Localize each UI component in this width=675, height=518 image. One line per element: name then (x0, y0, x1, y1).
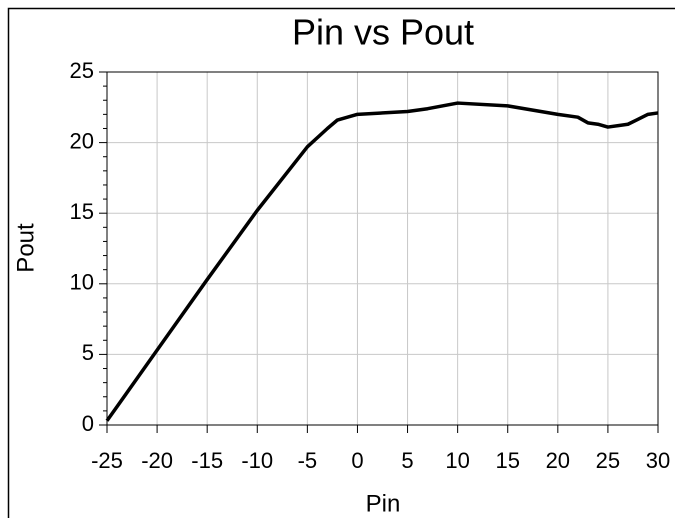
frame (7, 7, 675, 518)
y-tick-label: 15 (70, 199, 94, 224)
x-tick-label: 10 (445, 448, 469, 473)
x-tick-label: -10 (241, 448, 273, 473)
y-tick-label: 0 (82, 411, 94, 436)
y-tick-label: 25 (70, 58, 94, 83)
x-tick-label: 0 (351, 448, 363, 473)
plot-border (106, 71, 659, 426)
x-tick-label: 15 (495, 448, 519, 473)
y-tick-label: 20 (70, 128, 94, 153)
x-axis-label: Pin (366, 490, 401, 517)
x-tick-label: -15 (191, 448, 223, 473)
x-tick-label: -20 (141, 448, 173, 473)
x-tick-label: -25 (91, 448, 123, 473)
y-tick-label: 10 (70, 270, 94, 295)
x-tick-label: -5 (298, 448, 318, 473)
x-tick-label: 25 (596, 448, 620, 473)
y-axis-label: Pout (12, 223, 39, 273)
x-tick-label: 30 (646, 448, 670, 473)
chart-title: Pin vs Pout (292, 12, 474, 53)
x-tick-label: 5 (401, 448, 413, 473)
line (105, 101, 659, 422)
y-tick-label: 5 (82, 340, 94, 365)
x-tick-label: 20 (546, 448, 570, 473)
